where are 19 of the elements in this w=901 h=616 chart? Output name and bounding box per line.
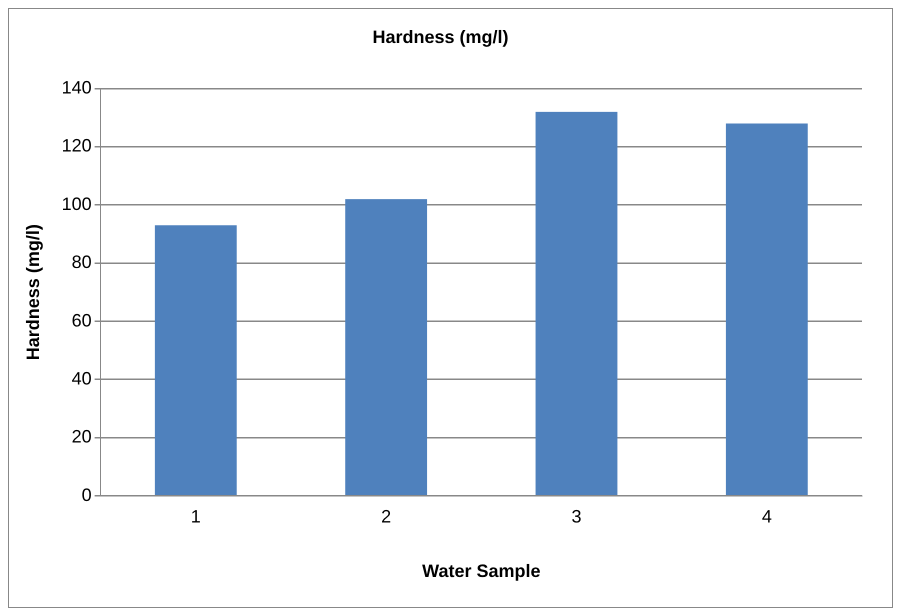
- x-tick-label: 3: [571, 506, 582, 527]
- x-tick-label: 4: [762, 506, 772, 527]
- y-tick-label: 120: [62, 136, 92, 156]
- bar: [726, 124, 808, 496]
- x-axis-title: Water Sample: [422, 561, 541, 582]
- y-tick-label: 80: [72, 252, 92, 272]
- y-tick-label: 100: [62, 194, 92, 214]
- y-tick-label: 60: [72, 310, 92, 330]
- bar: [154, 225, 237, 496]
- bar: [345, 199, 428, 496]
- x-tick-label: 2: [381, 506, 392, 527]
- y-tick-label: 40: [72, 368, 92, 388]
- x-tick-label: 1: [190, 506, 201, 527]
- chart-title: Hardness (mg/l): [372, 26, 509, 47]
- y-tick-label: 0: [82, 484, 92, 505]
- bar: [536, 112, 618, 496]
- y-tick-label: 140: [62, 78, 92, 98]
- y-tick-label: 20: [72, 426, 92, 447]
- y-axis-title: Hardness (mg/l): [22, 224, 43, 360]
